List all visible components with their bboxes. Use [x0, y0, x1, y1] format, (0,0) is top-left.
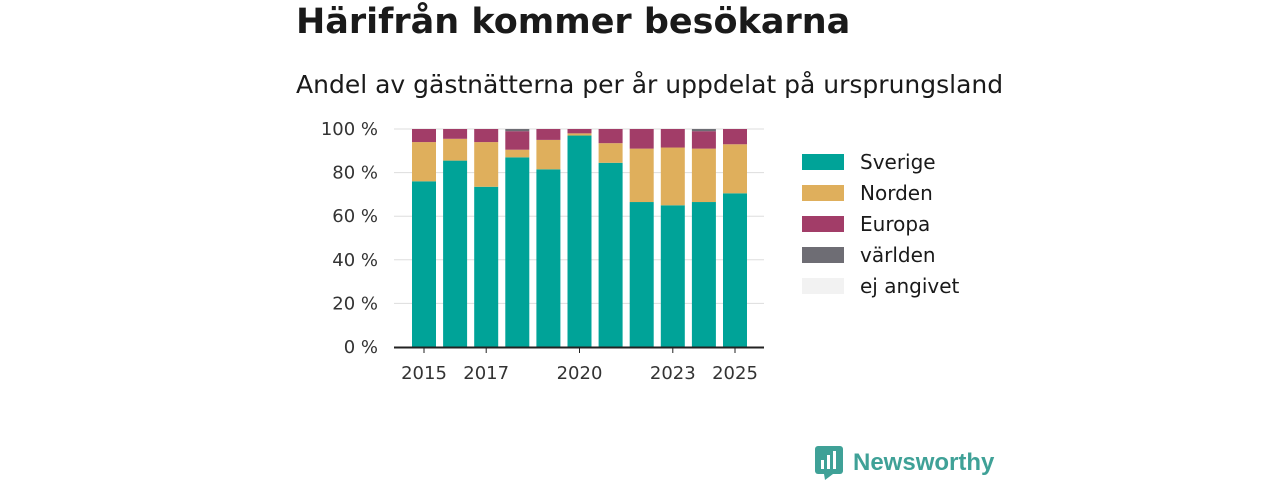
bar-stack	[443, 129, 468, 347]
legend-item: världen	[802, 239, 959, 270]
bar-stack	[567, 129, 592, 347]
bar-segment	[691, 148, 716, 203]
bar-stack	[412, 129, 436, 347]
bar-stack	[723, 129, 747, 347]
bar-segment	[629, 148, 654, 203]
bar-stack	[536, 129, 561, 347]
x-tick-label: 2017	[463, 363, 509, 384]
bar-segment	[412, 142, 436, 182]
legend-item: Sverige	[802, 146, 959, 177]
bar-segment	[567, 129, 592, 134]
bar-segment	[443, 160, 468, 347]
legend-item: Europa	[802, 208, 959, 239]
brand: Newsworthy	[815, 446, 994, 480]
bar-segment	[443, 138, 468, 161]
legend: Sverige Norden Europa världen ej angivet	[802, 146, 959, 301]
y-tick-label: 60 %	[332, 206, 378, 227]
bar-segment	[691, 202, 716, 347]
bar-segment	[567, 133, 592, 136]
bar-segment	[629, 202, 654, 347]
bar-segment	[536, 139, 561, 170]
bar-segment	[474, 186, 499, 347]
bar-segment	[629, 129, 654, 149]
x-tick-label: 2015	[401, 363, 447, 384]
legend-item: ej angivet	[802, 270, 959, 301]
bar-segment	[723, 129, 747, 145]
chart-title: Härifrån kommer besökarna	[296, 2, 851, 42]
bar-segment	[660, 129, 685, 148]
y-axis: 0 % 20 % 40 % 60 % 80 % 100 %	[321, 119, 378, 358]
x-tick-label: 2025	[712, 363, 758, 384]
x-tick-label: 2020	[557, 363, 603, 384]
brand-name: Newsworthy	[853, 449, 995, 476]
bar-segment	[505, 149, 530, 158]
legend-swatch	[802, 215, 844, 232]
bar-segment	[598, 129, 623, 144]
bar-segment	[412, 181, 436, 347]
bar-segment	[505, 157, 530, 347]
bar-segment	[443, 129, 468, 139]
bar-stack	[629, 129, 654, 347]
legend-swatch	[802, 184, 844, 201]
bar-segment	[536, 129, 561, 140]
y-tick-label: 40 %	[332, 250, 378, 271]
legend-label: Norden	[860, 180, 933, 205]
bar-segment	[474, 142, 499, 187]
bar-segment	[723, 144, 747, 194]
y-tick-label: 0 %	[344, 337, 378, 358]
bar-segment	[505, 129, 530, 132]
legend-swatch	[802, 246, 844, 263]
legend-swatch	[802, 277, 844, 294]
bar-segment	[660, 147, 685, 206]
bar-stack	[505, 129, 530, 347]
legend-swatch	[802, 153, 844, 170]
y-tick-label: 100 %	[321, 119, 378, 140]
x-tick-label: 2023	[650, 363, 696, 384]
bar-segment	[505, 131, 530, 150]
bar-stack	[660, 129, 685, 347]
bar-segment	[660, 205, 685, 347]
bar-segment	[474, 129, 499, 143]
bar-segment	[598, 143, 623, 163]
bar-segment	[691, 129, 716, 132]
stacked-bar-chart: 0 % 20 % 40 % 60 % 80 % 100 % 2015 2017 2020 202…	[321, 119, 764, 384]
legend-label: världen	[860, 242, 936, 267]
legend-item: Norden	[802, 177, 959, 208]
bar-stack	[691, 129, 716, 347]
bar-stack	[474, 129, 499, 347]
bar-segment	[723, 193, 747, 347]
x-axis: 2015 2017 2020 2023 2025	[394, 346, 764, 384]
bar-segment	[567, 135, 592, 347]
legend-label: ej angivet	[860, 273, 960, 298]
bar-stack	[598, 129, 623, 347]
bar-segment	[412, 129, 436, 143]
legend-label: Europa	[860, 211, 931, 236]
y-tick-label: 20 %	[332, 293, 378, 314]
bar-segment	[536, 169, 561, 347]
y-tick-label: 80 %	[332, 163, 378, 184]
bars	[412, 129, 747, 347]
bar-segment	[691, 131, 716, 149]
newsworthy-logo-icon	[815, 446, 843, 480]
legend-label: Sverige	[860, 149, 936, 174]
chart-subtitle: Andel av gästnätterna per år uppdelat på…	[296, 70, 1004, 99]
bar-segment	[598, 162, 623, 347]
